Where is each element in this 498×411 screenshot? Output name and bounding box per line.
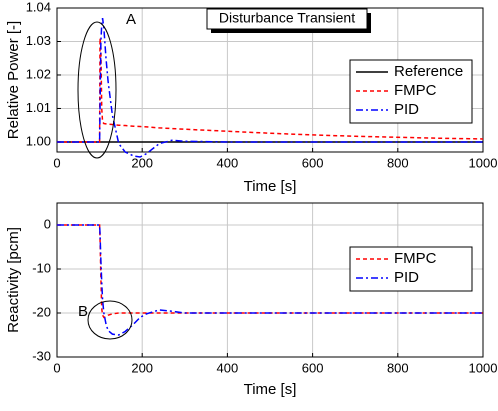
title-box bbox=[206, 8, 368, 30]
legend-label: Reference bbox=[394, 63, 463, 80]
x-tick-label: 0 bbox=[53, 155, 60, 170]
x-axis-label: Time [s] bbox=[244, 178, 297, 195]
legend-label: FMPC bbox=[394, 250, 437, 267]
x-tick-label: 400 bbox=[217, 360, 239, 375]
y-tick-label: -30 bbox=[32, 348, 51, 363]
series-line bbox=[57, 224, 483, 336]
legend-box bbox=[349, 246, 473, 292]
x-tick-label: 0 bbox=[53, 360, 60, 375]
x-tick-label: 600 bbox=[302, 155, 324, 170]
y-axis-label: Relative Power [-] bbox=[5, 21, 22, 139]
y-axis-label: Reactivity [pcm] bbox=[5, 227, 22, 333]
legend-label: PID bbox=[394, 101, 419, 118]
y-tick-label: 1.03 bbox=[26, 33, 51, 48]
y-tick-label: -20 bbox=[32, 304, 51, 319]
x-axis-label: Time [s] bbox=[244, 381, 297, 398]
x-tick-label: 800 bbox=[387, 360, 409, 375]
x-tick-label: 1000 bbox=[469, 360, 498, 375]
x-tick-label: 400 bbox=[217, 155, 239, 170]
x-tick-label: 200 bbox=[131, 155, 153, 170]
chart-title: Disturbance Transient bbox=[219, 10, 355, 26]
annotation-ellipse bbox=[77, 21, 117, 159]
y-tick-label: 1.02 bbox=[26, 66, 51, 81]
x-tick-label: 200 bbox=[131, 360, 153, 375]
plot-frame bbox=[56, 7, 484, 153]
plot-frame bbox=[56, 202, 484, 358]
y-tick-label: 1.04 bbox=[26, 0, 51, 14]
annotation: B bbox=[78, 303, 88, 320]
annotation: A bbox=[126, 11, 136, 28]
annotation-ellipse bbox=[87, 300, 133, 340]
y-tick-label: 1.00 bbox=[26, 133, 51, 148]
series-line bbox=[57, 17, 483, 158]
x-tick-label: 800 bbox=[387, 155, 409, 170]
x-tick-label: 1000 bbox=[469, 155, 498, 170]
x-tick-label: 600 bbox=[302, 360, 324, 375]
y-tick-label: 1.01 bbox=[26, 100, 51, 115]
y-tick-label: -10 bbox=[32, 260, 51, 275]
legend-label: PID bbox=[394, 269, 419, 286]
series-line bbox=[57, 38, 484, 143]
legend-label: FMPC bbox=[394, 82, 437, 99]
y-tick-label: 0 bbox=[44, 216, 51, 231]
